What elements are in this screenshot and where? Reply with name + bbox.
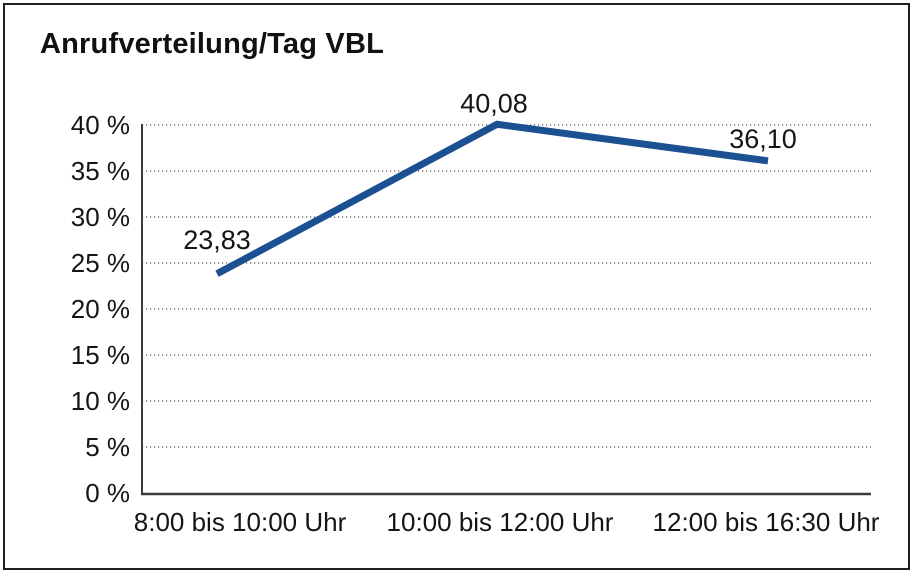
data-point-label: 36,10 [729,124,797,154]
y-tick-label: 0 % [85,478,130,508]
data-point-label: 23,83 [183,225,251,255]
y-tick-label: 20 % [71,294,130,324]
x-category-label: 10:00 bis 12:00 Uhr [387,507,614,537]
y-tick-label: 5 % [85,432,130,462]
x-category-label: 8:00 bis 10:00 Uhr [134,507,347,537]
y-tick-label: 40 % [71,110,130,140]
y-tick-label: 10 % [71,386,130,416]
y-tick-label: 15 % [71,340,130,370]
data-point-label: 40,08 [460,88,528,118]
y-tick-label: 30 % [71,202,130,232]
x-category-label: 12:00 bis 16:30 Uhr [653,507,880,537]
y-tick-label: 35 % [71,156,130,186]
data-series-line [215,120,769,277]
y-tick-label: 25 % [71,248,130,278]
chart-title: Anrufverteilung/Tag VBL [40,28,385,60]
